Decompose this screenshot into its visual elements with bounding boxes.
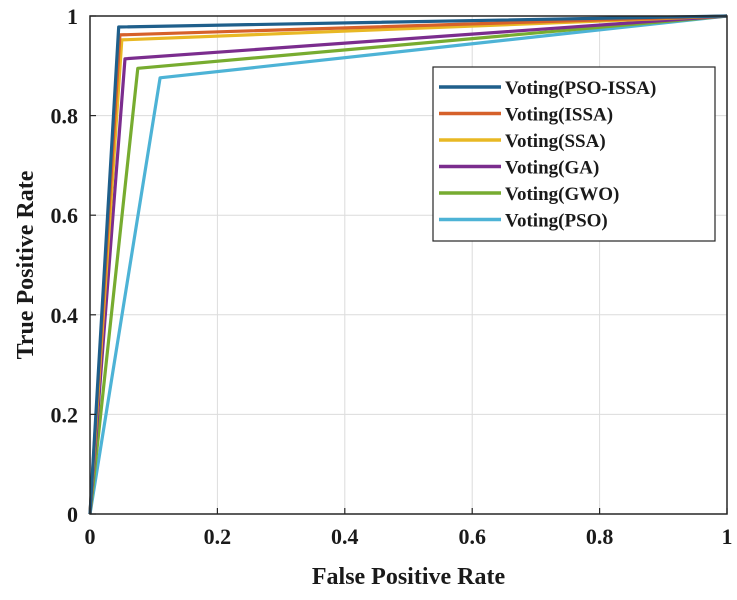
y-tick-label: 0.6 <box>51 203 79 228</box>
y-axis-label: True Positive Rate <box>13 170 39 359</box>
x-tick-label: 0.2 <box>204 524 232 549</box>
legend-label: Voting(GA) <box>505 158 599 179</box>
legend-box <box>432 66 716 242</box>
x-tick-label: 0.4 <box>331 524 359 549</box>
series-line <box>88 14 728 515</box>
series-line <box>88 14 728 515</box>
legend: Voting(PSO-ISSA) Voting(ISSA) Voting(SSA) V… <box>432 66 716 242</box>
x-axis-label: False Positive Rate <box>312 564 506 590</box>
legend-label: Voting(ISSA) <box>505 105 613 126</box>
y-tick-label: 1 <box>67 4 78 29</box>
legend-label: Voting(GWO) <box>505 184 619 205</box>
legend-label: Voting(PSO-ISSA) <box>505 78 656 99</box>
legend-label: Voting(PSO) <box>505 211 608 232</box>
x-tick-label: 0 <box>85 524 96 549</box>
x-tick-label: 0.6 <box>458 524 486 549</box>
series-line <box>88 14 728 515</box>
x-tick-label: 0.8 <box>586 524 614 549</box>
y-tick-label: 0.8 <box>51 104 79 129</box>
y-tick-label: 0 <box>67 502 78 527</box>
legend-label: Voting(SSA) <box>505 131 606 152</box>
y-tick-label: 0.4 <box>51 303 79 328</box>
plot-frame <box>89 15 728 515</box>
y-tick-label: 0.2 <box>51 402 79 427</box>
x-tick-label: 1 <box>722 524 733 549</box>
series-lines <box>88 14 728 515</box>
ticks: 0 0.2 0.4 0.6 0.8 1 0 0.2 0.4 0.6 0.8 1 <box>51 4 733 549</box>
